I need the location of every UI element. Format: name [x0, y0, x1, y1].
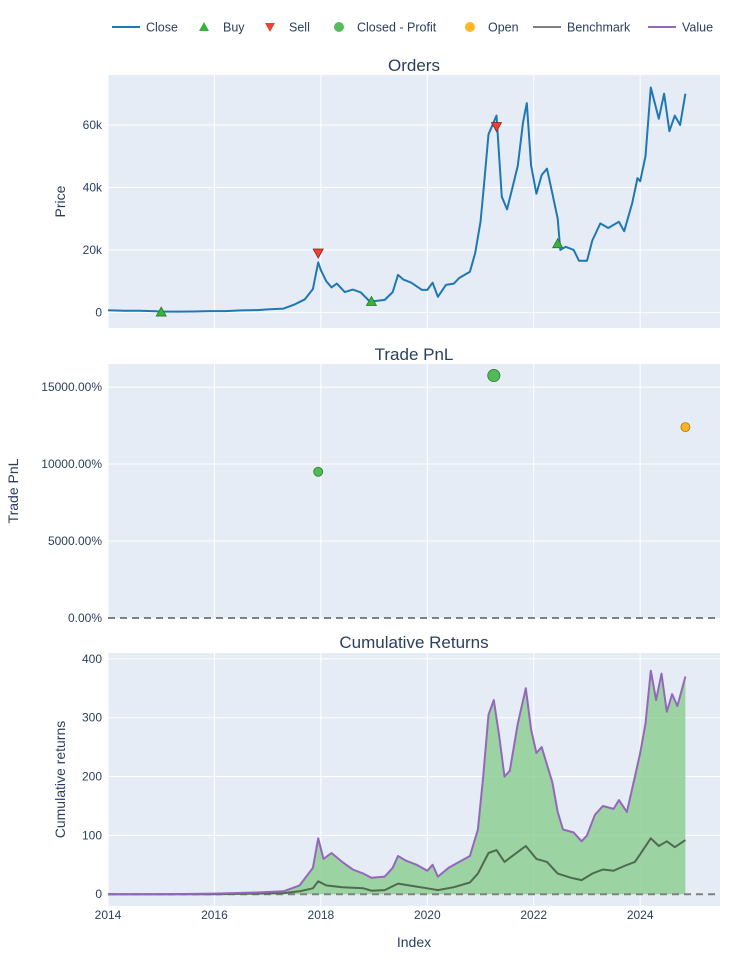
y-tick-label: 10000.00%	[41, 457, 102, 471]
circle-icon	[465, 22, 475, 32]
y-tick-label: 5000.00%	[48, 534, 102, 548]
orders-title: Orders	[388, 56, 440, 75]
x-tick-label: 2018	[308, 908, 335, 922]
x-tick-label: 2024	[627, 908, 654, 922]
trade-pnl-title: Trade PnL	[375, 345, 454, 364]
orders-grid	[107, 75, 720, 328]
value-line	[108, 669, 687, 896]
x-axis-title: Index	[397, 934, 431, 950]
legend-label: Closed - Profit	[357, 21, 437, 35]
cumulative-returns-y-ticks: 0 100 200 300 400	[82, 652, 102, 901]
orders-y-ticks: 0 20k 40k 60k	[83, 118, 103, 319]
legend-item-open[interactable]: Open	[465, 21, 519, 35]
y-tick-label: 15000.00%	[41, 380, 102, 394]
trade-pnl-marks	[108, 369, 720, 619]
cumulative-returns-marks	[108, 669, 720, 896]
orders-marks	[107, 86, 687, 317]
x-tick-label: 2016	[201, 908, 228, 922]
circle-icon	[334, 22, 344, 32]
legend-label: Value	[682, 21, 713, 35]
legend-item-sell[interactable]: Sell	[265, 21, 310, 35]
legend-item-value[interactable]: Value	[648, 21, 713, 35]
legend[interactable]: Close Buy Sell Closed - Profit Open Benchmark…	[112, 21, 713, 35]
trade-pnl-y-ticks: 0.00% 5000.00% 10000.00% 15000.00%	[41, 380, 102, 625]
legend-label: Sell	[289, 21, 310, 35]
legend-item-benchmark[interactable]: Benchmark	[533, 21, 631, 35]
y-tick-label: 200	[82, 770, 102, 784]
triangle-up-icon	[199, 22, 209, 31]
y-tick-label: 0	[95, 887, 102, 901]
trade-pnl-y-label: Trade PnL	[5, 458, 21, 523]
buy-marker	[365, 295, 378, 306]
value-fill-area	[108, 670, 686, 895]
trade-pnl-grid	[107, 364, 720, 618]
cumulative-returns-title: Cumulative Returns	[339, 633, 488, 652]
y-tick-label: 400	[82, 652, 102, 666]
y-tick-label: 20k	[83, 243, 103, 257]
cumulative-returns-y-label: Cumulative returns	[52, 721, 68, 839]
y-tick-label: 0.00%	[68, 611, 102, 625]
legend-label: Benchmark	[567, 21, 631, 35]
orders-panel: 0 20k 40k 60k Orders Price	[52, 56, 720, 328]
legend-label: Buy	[223, 21, 245, 35]
x-tick-label: 2020	[414, 908, 441, 922]
legend-item-closed-profit[interactable]: Closed - Profit	[334, 21, 437, 35]
legend-label: Close	[146, 21, 178, 35]
y-tick-label: 0	[95, 305, 102, 319]
trade-pnl-plot-area	[108, 364, 720, 618]
y-tick-label: 60k	[83, 118, 103, 132]
legend-label: Open	[488, 21, 519, 35]
y-tick-label: 100	[82, 828, 102, 842]
close-price-line	[107, 86, 687, 313]
benchmark-line	[108, 837, 686, 896]
x-tick-label: 2014	[95, 908, 122, 922]
x-axis-ticks: 2014 2016 2018 2020 2022 2024	[95, 908, 654, 922]
sell-marker	[490, 122, 503, 133]
orders-y-label: Price	[52, 185, 68, 217]
buy-marker	[155, 306, 167, 317]
buy-marker	[552, 237, 564, 249]
open-trade-marker	[680, 422, 691, 433]
triangle-down-icon	[265, 23, 275, 32]
closed-profit-marker	[487, 369, 501, 383]
trade-pnl-panel: 0.00% 5000.00% 10000.00% 15000.00% Trade Pn…	[5, 345, 720, 625]
orders-plot-area	[108, 75, 720, 328]
legend-item-close[interactable]: Close	[112, 21, 178, 35]
legend-item-buy[interactable]: Buy	[199, 21, 245, 35]
x-tick-label: 2022	[520, 908, 547, 922]
cumulative-returns-panel: 0 100 200 300 400 Cumulative Returns Cumulat…	[52, 633, 720, 906]
y-tick-label: 40k	[83, 180, 103, 194]
closed-profit-marker	[313, 466, 324, 477]
sell-marker	[312, 248, 324, 259]
y-tick-label: 300	[82, 711, 102, 725]
